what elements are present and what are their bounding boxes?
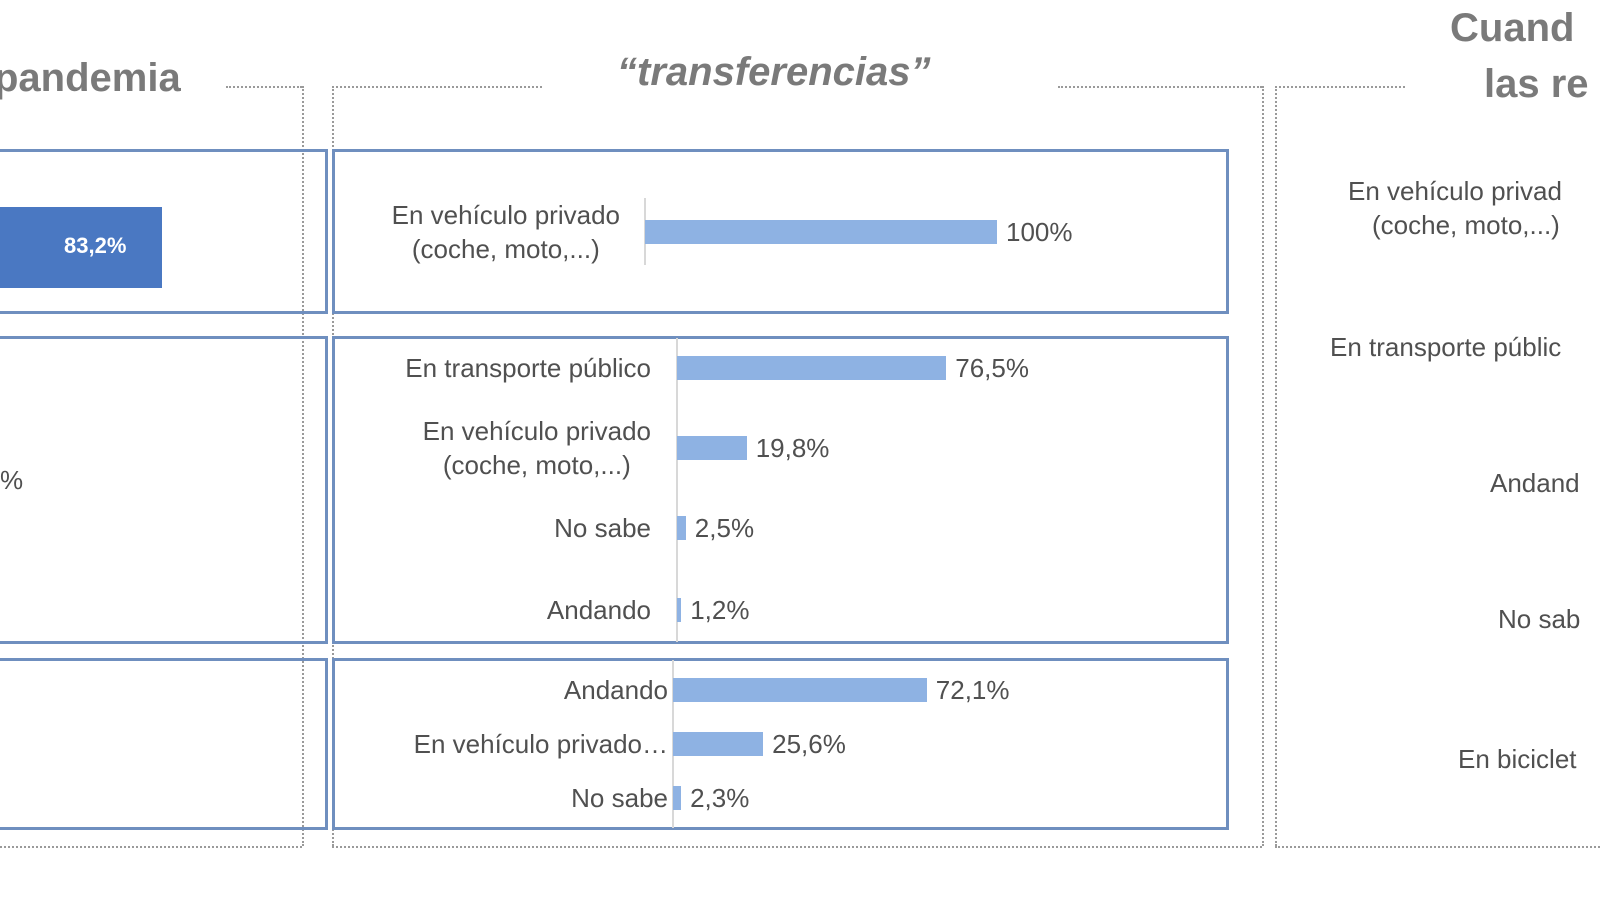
bar-value-label: 2,5% (694, 513, 755, 543)
center-panel-right-border (1262, 86, 1264, 846)
category-label: En vehículo privado (coche, moto,...) (392, 198, 620, 266)
category-label-line: No sabe (571, 783, 668, 813)
right-category-label: En biciclet (1458, 744, 1577, 774)
left-bar-value-label: 83,2% (64, 233, 127, 258)
center-panel-bottom-border (332, 846, 1262, 848)
bar-value-label: 76,5% (955, 353, 1029, 383)
left-panel-bottom-border (0, 846, 302, 848)
left-title-dotted-line (226, 86, 302, 88)
center-group-box-1 (332, 149, 1229, 314)
bar-value-label: 2,3% (690, 783, 750, 813)
center-title-dotted-right (1058, 86, 1262, 88)
bar (673, 678, 927, 702)
left-group-box-1 (0, 149, 328, 314)
right-category-label: En transporte públic (1330, 332, 1562, 362)
center-group-box-2 (332, 336, 1229, 644)
right-category-label: (coche, moto,...) (1372, 210, 1560, 240)
center-group-box-3 (332, 658, 1229, 830)
bar (677, 598, 682, 622)
category-label-line: (coche, moto,...) (442, 450, 631, 480)
category-label-line: Andando (563, 675, 668, 705)
bar (673, 786, 682, 810)
right-panel-bottom-border (1275, 846, 1600, 848)
left-group-box-2 (0, 336, 328, 644)
right-panel-left-border (1275, 86, 1277, 846)
left-bar (0, 207, 162, 288)
right-title-dotted-line (1275, 86, 1405, 88)
left-panel-title: pandemia (0, 56, 181, 100)
right-panel-title-line1: Cuand (1450, 6, 1575, 50)
category-label: No sabe (554, 511, 651, 545)
left-group-box-3 (0, 658, 328, 830)
category-label: En vehículo privado (coche, moto,...) (423, 414, 651, 482)
bar-value-label: 19,8% (755, 433, 830, 463)
category-label-line: Andando (546, 595, 651, 625)
bar (645, 220, 997, 244)
category-label: Andando (547, 593, 651, 627)
category-label-line: En transporte público (405, 353, 651, 383)
right-category-label: Andand (1490, 468, 1580, 498)
category-label-line: En vehículo privado (391, 200, 620, 230)
category-label: En transporte público (405, 351, 651, 385)
category-label-line: En vehículo privado… (413, 729, 668, 759)
right-panel-title-line2: las re (1484, 62, 1589, 106)
left-partial-label: % (0, 465, 24, 495)
category-label-line: (coche, moto,...) (411, 234, 600, 264)
category-label: En vehículo privado… (414, 727, 668, 761)
chart-title: “transferencias” (617, 50, 931, 94)
bar (677, 516, 686, 540)
category-label-line: En vehículo privado (422, 416, 651, 446)
category-label-line: No sabe (554, 513, 651, 543)
bar-value-label: 72,1% (935, 675, 1010, 705)
center-title-dotted-left (332, 86, 542, 88)
left-panel-right-border (302, 86, 304, 846)
bar-value-label: 25,6% (772, 729, 846, 759)
right-category-label: En vehículo privad (1348, 176, 1562, 206)
bar (677, 356, 947, 380)
bar (673, 732, 764, 756)
category-axis (676, 338, 678, 642)
bar-value-label: 100% (1006, 217, 1073, 247)
bar (677, 436, 747, 460)
category-label: No sabe (571, 781, 668, 815)
category-label: Andando (564, 673, 668, 707)
bar-value-label: 1,2% (690, 595, 750, 625)
right-category-label: No sab (1498, 604, 1581, 634)
